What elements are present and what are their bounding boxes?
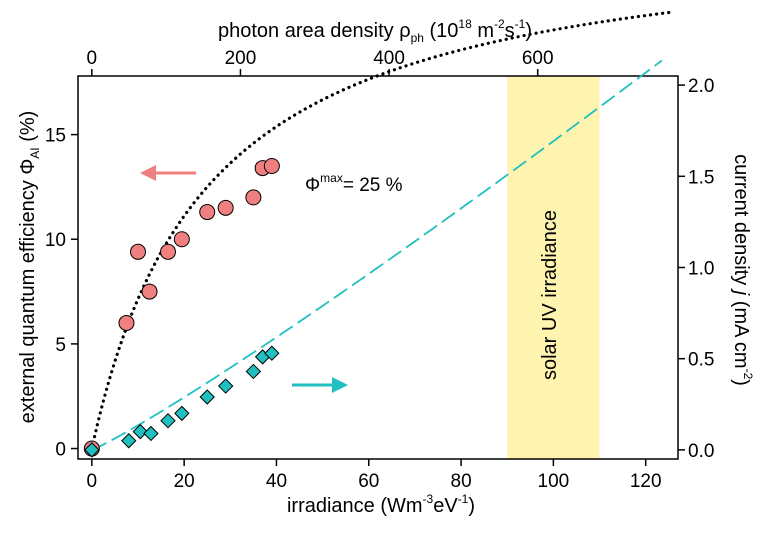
x-bottom-tick-label: 20	[174, 471, 195, 492]
left-axis-title: external quantum efficiency ΦAI (%)	[17, 111, 42, 424]
current-density-data-point	[132, 423, 149, 440]
current-density-data-point	[121, 433, 137, 449]
top-axis-title: photon area density ρph (1018 m-2s-1)	[218, 17, 532, 45]
x-top-tick-label: 400	[373, 48, 405, 69]
y-left-tick-label: 15	[45, 126, 66, 147]
x-bottom-tick-label: 40	[266, 471, 287, 492]
fit-layer	[90, 10, 671, 451]
y-right-tick-label: 1.0	[688, 259, 714, 280]
current-density-data-point	[199, 389, 215, 405]
current-density-data-point	[160, 412, 176, 429]
current-density-data-point	[217, 378, 234, 394]
current-density-fit-curve	[91, 59, 663, 451]
right-axis-title: current density j (mA cm-2)	[730, 154, 755, 386]
y-right-tick-label: 1.5	[688, 167, 714, 188]
solar-uv-band	[507, 76, 600, 459]
eqe-data-point	[118, 314, 135, 331]
eqe-data-point	[263, 157, 280, 174]
left-axis-arrow	[140, 165, 196, 181]
y-right-tick-label: 0.5	[688, 350, 714, 371]
current-density-data-point	[174, 405, 190, 422]
phi-max-annotation: Φmax= 25 %	[305, 171, 403, 196]
eqe-data-point	[173, 231, 190, 248]
eqe-data-point	[245, 189, 262, 206]
eqe-data-point	[130, 243, 146, 260]
eqe-data-point	[141, 283, 158, 300]
eqe-fit-curve	[90, 10, 671, 451]
x-bottom-tick-label: 0	[87, 471, 98, 492]
ticks-layer: 0 20 40 60 80 100 120 0 200 400 600 0 5 10 15 0.0 0.5 1.0…	[45, 48, 715, 492]
y-left-tick-label: 10	[45, 230, 66, 251]
eqe-data-point	[217, 199, 234, 216]
current-density-data-point	[264, 345, 280, 361]
band-label: solar UV irradiance	[539, 210, 561, 380]
y-right-tick-label: 2.0	[688, 76, 714, 97]
current-density-data-point	[143, 425, 159, 442]
right-axis-arrow	[292, 377, 348, 393]
marker-layer	[83, 157, 280, 458]
band-layer	[507, 76, 600, 459]
x-bottom-tick-label: 100	[538, 471, 570, 492]
y-left-tick-label: 0	[55, 440, 66, 461]
bottom-axis-title: irradiance (Wm-3eV-1)	[287, 492, 475, 517]
current-density-data-point	[84, 442, 100, 458]
current-density-data-point	[245, 363, 262, 380]
x-top-tick-label: 600	[522, 48, 554, 69]
x-bottom-tick-label: 120	[630, 471, 662, 492]
x-top-tick-label: 200	[225, 48, 257, 69]
eqe-data-point	[160, 243, 176, 260]
x-bottom-tick-label: 60	[358, 471, 379, 492]
x-top-tick-label: 0	[87, 48, 98, 69]
y-left-tick-label: 5	[55, 335, 66, 356]
eqe-data-point	[199, 204, 216, 221]
y-right-tick-label: 0.0	[688, 441, 714, 462]
x-bottom-tick-label: 80	[451, 471, 472, 492]
